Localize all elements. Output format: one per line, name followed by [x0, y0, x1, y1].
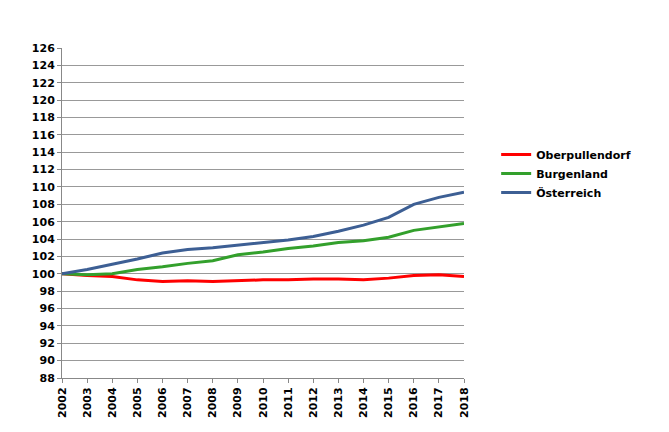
svg-text:2005: 2005 [131, 387, 144, 418]
svg-text:90: 90 [39, 354, 55, 367]
svg-text:114: 114 [32, 146, 55, 159]
svg-text:92: 92 [39, 337, 54, 350]
svg-text:2013: 2013 [332, 387, 345, 418]
svg-text:96: 96 [39, 302, 55, 315]
svg-text:2002: 2002 [56, 387, 69, 418]
svg-text:112: 112 [32, 163, 55, 176]
svg-text:104: 104 [32, 233, 55, 246]
svg-text:2009: 2009 [231, 387, 244, 418]
svg-text:2016: 2016 [407, 387, 420, 418]
svg-text:126: 126 [32, 42, 55, 55]
svg-text:2004: 2004 [106, 387, 119, 418]
svg-text:2011: 2011 [282, 387, 295, 418]
svg-text:2010: 2010 [257, 387, 270, 418]
svg-text:102: 102 [32, 250, 55, 263]
svg-text:98: 98 [39, 285, 54, 298]
svg-text:94: 94 [39, 320, 55, 333]
svg-text:108: 108 [32, 198, 55, 211]
svg-text:88: 88 [39, 372, 54, 385]
svg-text:122: 122 [32, 77, 55, 90]
svg-text:120: 120 [32, 94, 55, 107]
svg-text:Österreich: Österreich [536, 186, 601, 200]
svg-text:110: 110 [32, 181, 55, 194]
svg-text:2018: 2018 [458, 387, 471, 418]
svg-text:Burgenland: Burgenland [536, 168, 608, 181]
svg-text:2008: 2008 [206, 387, 219, 418]
svg-text:2017: 2017 [432, 387, 445, 418]
svg-text:118: 118 [32, 111, 55, 124]
svg-text:100: 100 [32, 268, 55, 281]
svg-text:2012: 2012 [307, 387, 320, 418]
svg-text:2015: 2015 [382, 387, 395, 418]
svg-text:106: 106 [32, 216, 55, 229]
svg-text:124: 124 [32, 59, 55, 72]
svg-text:Oberpullendorf: Oberpullendorf [536, 149, 631, 162]
svg-text:2006: 2006 [156, 387, 169, 418]
svg-text:2014: 2014 [357, 387, 370, 418]
svg-text:2007: 2007 [181, 387, 194, 418]
svg-text:116: 116 [32, 129, 55, 142]
svg-text:2003: 2003 [81, 387, 94, 418]
